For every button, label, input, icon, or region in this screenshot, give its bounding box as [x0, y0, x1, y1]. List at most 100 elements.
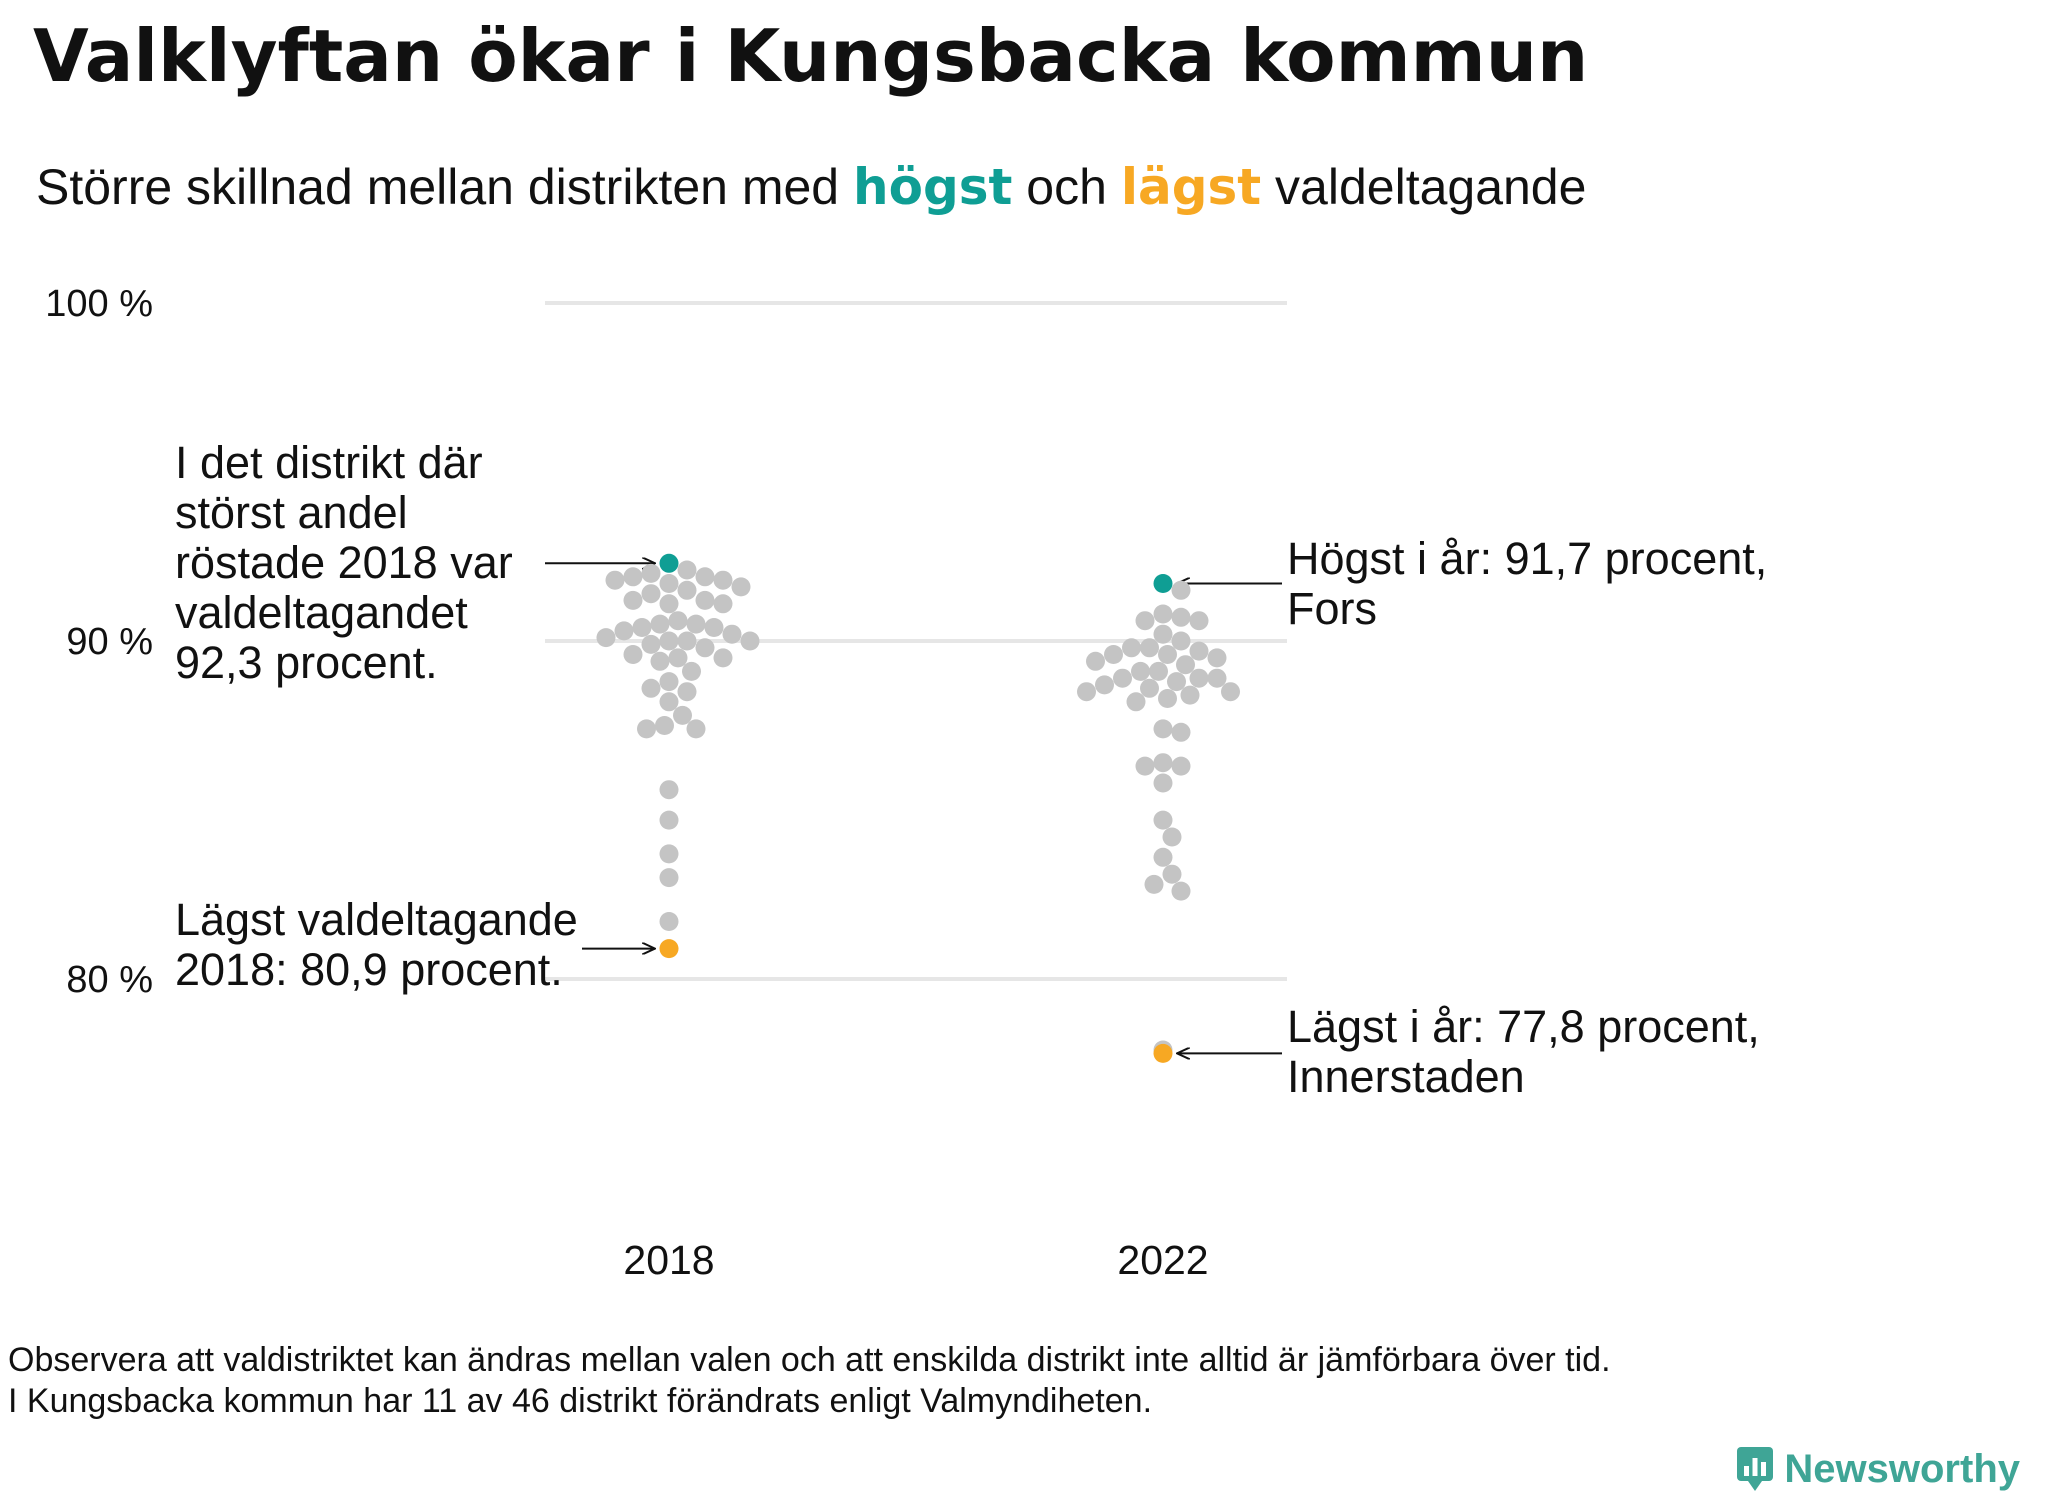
annotation-line: Innerstaden [1287, 1051, 1525, 1102]
data-point [1086, 651, 1105, 671]
highest-point-2022 [1153, 574, 1173, 593]
data-point [1189, 611, 1209, 631]
data-point [1153, 719, 1173, 739]
data-point [623, 567, 643, 587]
data-point [1189, 668, 1209, 688]
annotation-line: Lägst valdeltagande [175, 894, 578, 945]
data-point [1171, 722, 1191, 742]
data-point [596, 628, 616, 648]
y-tick-label: 100 % [45, 283, 153, 325]
data-point [704, 618, 724, 637]
data-point [722, 624, 742, 644]
data-point [713, 594, 733, 614]
data-point [1167, 672, 1186, 692]
annotation-line: Fors [1287, 583, 1377, 634]
data-point [695, 567, 715, 587]
annotation-line: Högst i år: 91,7 procent, [1287, 533, 1767, 584]
lowest-point-2022 [1153, 1043, 1173, 1063]
data-point [641, 678, 661, 698]
annotation-line: 92,3 procent. [175, 637, 438, 688]
data-point [659, 574, 679, 593]
y-tick-label: 80 % [66, 959, 153, 1001]
data-point [713, 648, 733, 668]
data-point [1135, 756, 1155, 776]
data-point [605, 570, 625, 590]
brand-name: Newsworthy [1784, 1446, 2020, 1491]
data-point [1207, 648, 1227, 668]
x-tick-label-2018: 2018 [623, 1237, 714, 1283]
data-point [677, 560, 697, 580]
data-point [1104, 645, 1123, 664]
data-point [1171, 756, 1191, 776]
footnote-line-1: Observera att valdistriktet kan ändras m… [8, 1341, 1611, 1379]
subtitle-part-1: Större skillnad mellan distrikten med [36, 159, 853, 215]
highest-point-2018 [659, 553, 679, 573]
data-point [1207, 668, 1227, 688]
data-point [713, 570, 733, 590]
data-point [1122, 638, 1141, 658]
data-point [659, 672, 679, 692]
annotations: I det distrikt där störst andel röstade 20… [175, 437, 1767, 1102]
data-point [1140, 678, 1159, 698]
annotation-arrows [545, 563, 1282, 1053]
data-point [740, 631, 760, 651]
data-point [659, 780, 679, 800]
data-point [641, 584, 661, 604]
lowest-point-2018 [659, 939, 679, 959]
chart-title: Valklyftan ökar i Kungsbacka kommun [33, 14, 1589, 98]
data-point [695, 638, 715, 658]
footnote: Observera att valdistriktet kan ändras m… [8, 1340, 1611, 1422]
data-point [1144, 874, 1164, 894]
data-point [673, 705, 692, 725]
data-point [650, 614, 670, 634]
annotation-2018-high: I det distrikt där störst andel röstade 20… [175, 437, 513, 688]
y-axis-ticks: 100 % 90 % 80 % [45, 283, 153, 1001]
data-point [1153, 810, 1173, 830]
data-point [659, 810, 679, 830]
data-point [1171, 607, 1191, 627]
data-point [659, 912, 679, 931]
annotation-line: störst andel [175, 487, 408, 538]
data-point [677, 682, 697, 702]
data-point [686, 719, 706, 739]
data-point [659, 594, 679, 614]
data-point [1180, 685, 1200, 705]
data-point [659, 868, 679, 888]
data-point [1131, 661, 1150, 681]
data-point [1153, 604, 1173, 624]
data-point [655, 716, 674, 735]
data-point [1153, 753, 1173, 773]
data-point [1140, 638, 1159, 658]
data-point [1126, 692, 1146, 712]
subtitle-part-3: valdeltagande [1261, 159, 1587, 215]
subtitle-highlight-high: högst [853, 158, 1013, 216]
data-point [1221, 682, 1240, 702]
brand-logo: Newsworthy [1736, 1446, 2020, 1492]
y-tick-label: 90 % [66, 621, 153, 663]
chart-subtitle: Större skillnad mellan distrikten med hö… [36, 158, 1586, 216]
annotation-2022-low: Lägst i år: 77,8 procent, Innerstaden [1287, 1001, 1760, 1102]
data-point [1171, 881, 1191, 901]
data-point [623, 590, 643, 610]
data-point [1095, 675, 1114, 695]
data-point [1149, 661, 1168, 681]
data-point [1176, 655, 1195, 675]
data-point [668, 648, 688, 668]
annotation-line: 2018: 80,9 procent. [175, 944, 563, 995]
data-point [632, 618, 652, 637]
data-point [641, 634, 661, 654]
annotation-2018-low: Lägst valdeltagande 2018: 80,9 procent. [175, 894, 578, 995]
data-point [1158, 645, 1177, 664]
data-point [731, 577, 751, 597]
data-point [1171, 580, 1191, 600]
data-point [1153, 847, 1173, 867]
x-tick-label-2022: 2022 [1117, 1237, 1208, 1283]
data-point [1171, 631, 1191, 651]
annotation-line: Lägst i år: 77,8 procent, [1287, 1001, 1760, 1052]
data-point [682, 661, 701, 681]
data-point [677, 631, 697, 651]
data-point [1189, 641, 1209, 661]
data-point [623, 645, 643, 664]
data-point [668, 611, 688, 631]
